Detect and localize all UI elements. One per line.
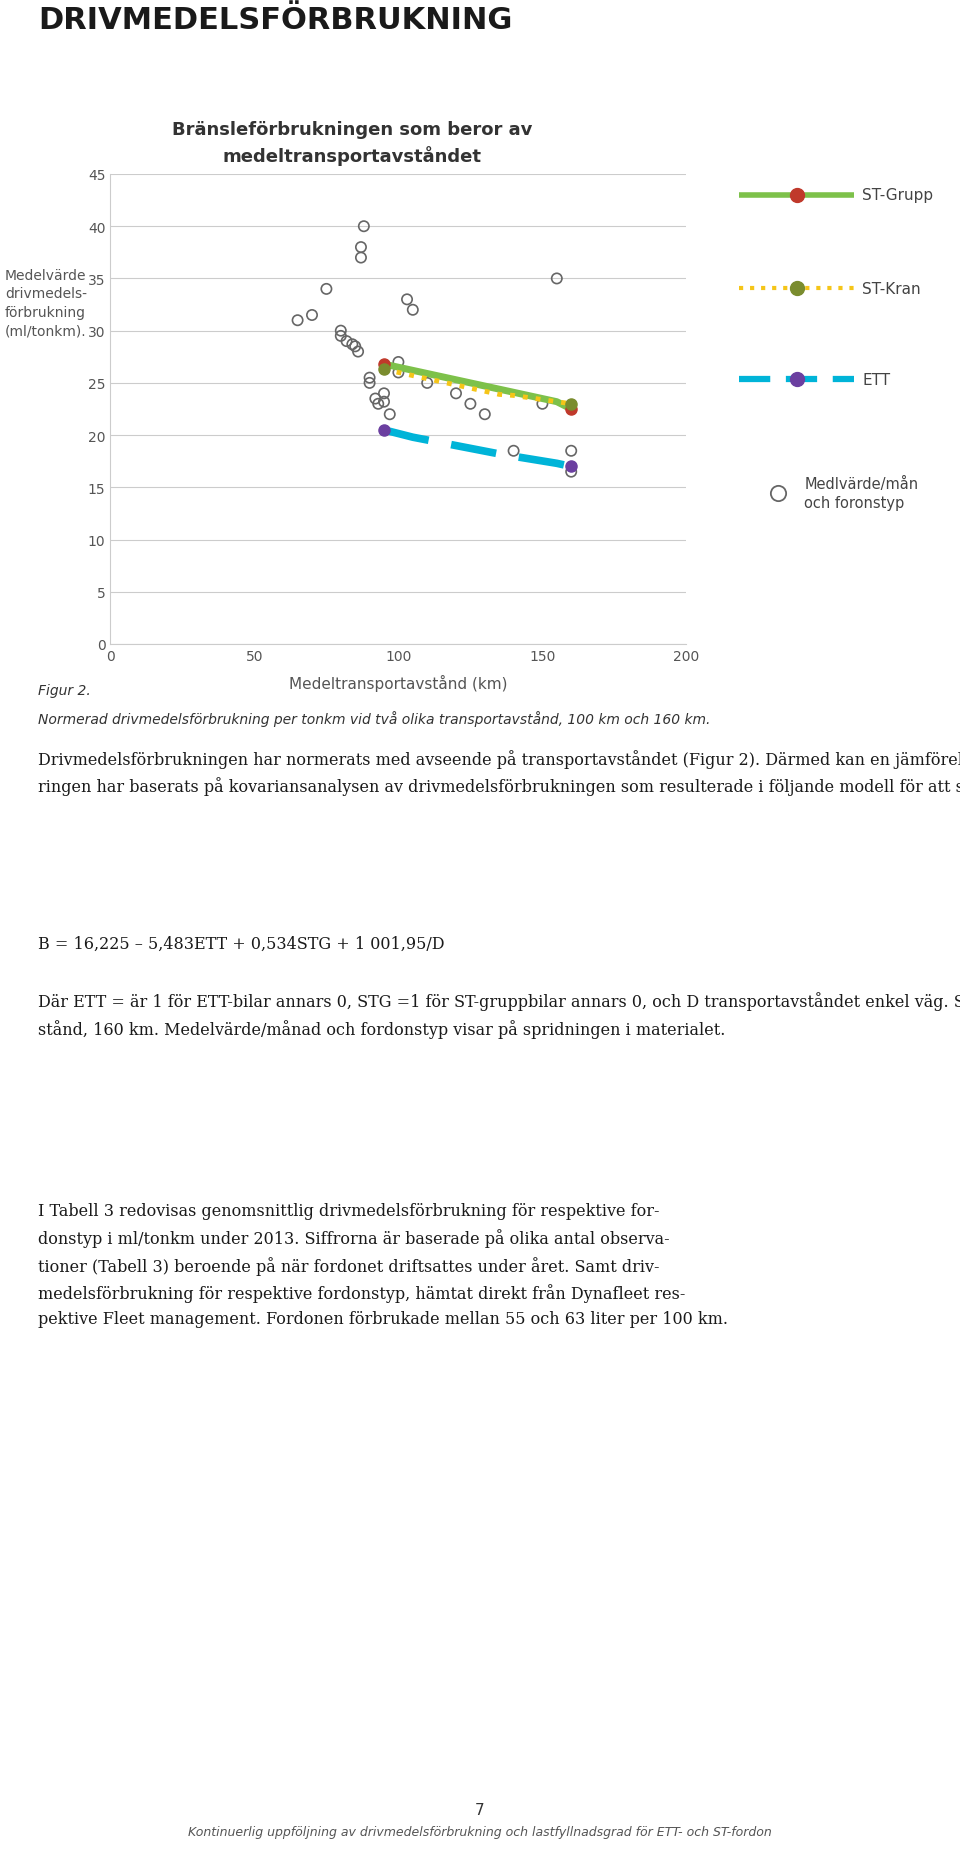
Point — [564, 436, 579, 466]
Point — [420, 369, 435, 399]
Point — [350, 337, 366, 367]
Point — [353, 244, 369, 274]
Point — [477, 401, 492, 431]
Text: Medelvärde
drivmedels-
förbrukning
(ml/tonkm).: Medelvärde drivmedels- förbrukning (ml/t… — [5, 268, 86, 337]
X-axis label: Medeltransportavstånd (km): Medeltransportavstånd (km) — [289, 675, 508, 692]
Point — [319, 274, 334, 304]
Text: 7: 7 — [475, 1802, 485, 1817]
Point — [506, 436, 521, 466]
Point — [535, 390, 550, 419]
Point — [333, 322, 348, 352]
Point — [463, 390, 478, 419]
Point — [448, 378, 464, 408]
Point — [391, 349, 406, 378]
Point — [399, 285, 415, 315]
Text: B = 16,225 – 5,483ETT + 0,534STG + 1 001,95/D: B = 16,225 – 5,483ETT + 0,534STG + 1 001… — [38, 936, 444, 953]
Text: Kontinuerlig uppföljning av drivmedelsförbrukning och lastfyllnadsgrad för ETT- : Kontinuerlig uppföljning av drivmedelsfö… — [188, 1825, 772, 1838]
Text: Normerad drivmedelsförbrukning per tonkm vid två olika transportavstånd, 100 km : Normerad drivmedelsförbrukning per tonkm… — [38, 710, 710, 727]
Point — [376, 378, 392, 408]
Text: I Tabell 3 redovisas genomsnittlig drivmedelsförbrukning för respektive for-
don: I Tabell 3 redovisas genomsnittlig drivm… — [38, 1202, 729, 1327]
Point — [304, 300, 320, 330]
Point — [376, 388, 392, 418]
Text: Medlvärde/mån
och foronstyp: Medlvärde/mån och foronstyp — [804, 477, 919, 511]
Point — [371, 390, 386, 419]
Point — [290, 306, 305, 336]
Point — [348, 332, 363, 362]
Text: DRIVMEDELSFÖRBRUKNING: DRIVMEDELSFÖRBRUKNING — [38, 6, 513, 35]
Point — [549, 265, 564, 295]
Point — [564, 457, 579, 487]
Text: Drivmedelsförbrukningen har normerats med avseende på transportavståndet (Figur : Drivmedelsförbrukningen har normerats me… — [38, 749, 960, 796]
Text: ST-Kran: ST-Kran — [862, 281, 921, 296]
Point — [362, 369, 377, 399]
Text: Bränsleförbrukningen som beror av
medeltransportavståndet: Bränsleförbrukningen som beror av medelt… — [172, 121, 533, 166]
Point — [405, 296, 420, 326]
Point — [391, 358, 406, 388]
Point — [362, 363, 377, 393]
Text: ETT: ETT — [862, 373, 890, 388]
Point — [382, 401, 397, 431]
Point — [356, 212, 372, 242]
Text: Figur 2.: Figur 2. — [38, 684, 91, 699]
Point — [368, 384, 383, 414]
Point — [333, 317, 348, 347]
Point — [339, 326, 354, 356]
Point — [345, 330, 360, 360]
Text: Där ETT = är 1 för ETT-bilar annars 0, STG =1 för ST-gruppbilar annars 0, och D : Där ETT = är 1 för ETT-bilar annars 0, S… — [38, 992, 960, 1038]
Text: ST-Grupp: ST-Grupp — [862, 188, 933, 203]
Point — [353, 233, 369, 263]
